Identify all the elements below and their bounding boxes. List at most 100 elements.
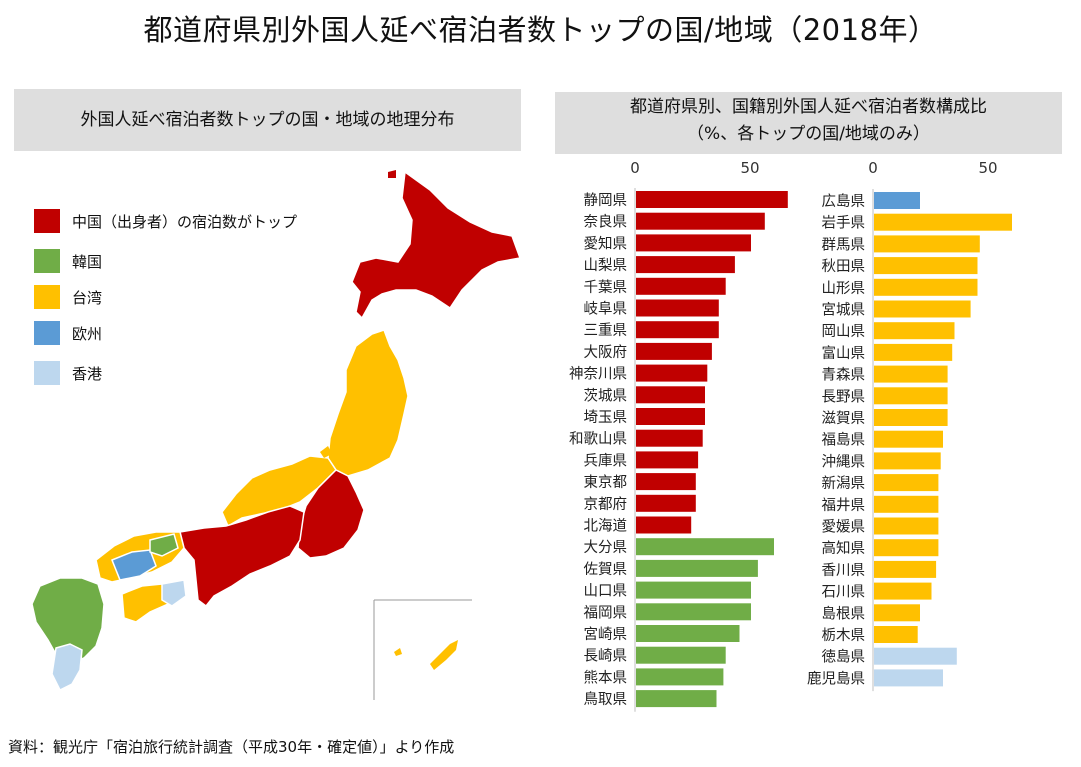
bar-label-静岡県: 静岡県 [584,192,628,209]
bar-label-北海道: 北海道 [584,518,628,535]
okinawa-inset-frame [373,599,472,700]
map-panel-heading: 外国人延べ宿泊者数トップの国・地域の地理分布 [14,89,521,151]
bar-label-香川県: 香川県 [822,562,866,579]
bar-label-大阪府: 大阪府 [584,344,628,361]
map-kinki [179,505,305,608]
bar-山形県 [874,278,978,296]
bar-label-京都府: 京都府 [584,496,628,513]
bar-福井県 [874,495,939,513]
bar-愛媛県 [874,517,939,535]
bar-label-沖縄県: 沖縄県 [822,453,866,470]
bar-label-鳥取県: 鳥取県 [584,691,628,708]
bar-群馬県 [874,235,980,253]
map-hiroshima [111,549,157,581]
bar-埼玉県 [636,408,705,425]
bar-山口県 [636,581,751,599]
bar-label-石川県: 石川県 [822,585,866,601]
map-hokkaido [351,170,522,320]
bar-熊本県 [636,668,724,686]
bar-label-福岡県: 福岡県 [584,604,628,621]
bar-label-高知県: 高知県 [822,540,866,557]
bar-宮城県 [874,300,971,318]
bar-高知県 [874,539,939,557]
bar-長崎県 [636,646,726,664]
bar-富山県 [874,343,953,361]
bar-石川県 [874,582,932,600]
bar-三重県 [636,321,719,339]
bar-label-青森県: 青森県 [822,367,866,384]
bar-label-長野県: 長野県 [822,388,866,405]
bar-和歌山県 [636,429,703,447]
bar-label-愛知県: 愛知県 [584,235,628,252]
source-note: 資料：観光庁「宿泊旅行統計調査（平成30年・確定値）」より作成 [8,738,455,756]
legend-item-hongkong: 香港 [34,360,102,386]
bar-静岡県 [636,191,788,208]
bar-label-福島県: 福島県 [822,432,866,449]
map-kyushu [31,577,105,665]
bar-青森県 [874,365,948,383]
bar-label-長崎県: 長崎県 [584,648,628,665]
bar-秋田県 [874,257,978,275]
bar-新潟県 [874,474,939,492]
bar-label-宮城県: 宮城県 [822,302,866,319]
bar-北海道 [636,516,692,534]
bar-label-秋田県: 秋田県 [822,258,866,275]
bar-panel-heading-line1: 都道府県別、国籍別外国人延べ宿泊者数構成比 [630,97,987,117]
chart1-tick-50: 50 [740,159,759,177]
bar-label-大分県: 大分県 [584,539,628,556]
bar-label-佐賀県: 佐賀県 [584,561,628,578]
legend-label-hongkong: 香港 [72,364,103,383]
bar-鹿児島県 [874,669,943,687]
bar-label-徳島県: 徳島県 [822,649,866,666]
bar-label-山口県: 山口県 [584,583,628,600]
bar-徳島県 [874,647,957,665]
bar-茨城県 [636,386,705,404]
bar-label-新潟県: 新潟県 [822,475,866,492]
bar-label-山形県: 山形県 [822,280,866,297]
bar-label-兵庫県: 兵庫県 [584,452,628,469]
bar-label-鹿児島県: 鹿児島県 [807,670,865,687]
bar-奈良県 [636,212,765,230]
bar-label-埼玉県: 埼玉県 [584,409,628,426]
bar-label-三重県: 三重県 [584,322,628,339]
bar-label-宮崎県: 宮崎県 [584,626,628,643]
bar-panel-heading-line2: （%、各トップの国/地域のみ） [687,124,930,144]
bar-label-岡山県: 岡山県 [822,323,866,340]
bar-大阪府 [636,342,712,360]
bar-鳥取県 [636,690,717,708]
bar-panel-heading: 都道府県別、国籍別外国人延べ宿泊者数構成比 （%、各トップの国/地域のみ） [555,92,1062,154]
bar-label-滋賀県: 滋賀県 [822,410,866,427]
chart1-tick-0: 0 [630,159,640,177]
map-sado [320,446,332,458]
map-okinawa [430,640,458,670]
bar-label-熊本県: 熊本県 [584,669,628,686]
legend-label-europe: 欧州 [72,324,103,343]
bar-山梨県 [636,256,735,274]
bar-沖縄県 [874,452,941,470]
legend-label-taiwan: 台湾 [72,288,103,307]
chart2-tick-50: 50 [978,159,997,177]
bar-岐阜県 [636,299,719,317]
bar-栃木県 [874,626,918,643]
bar-label-和歌山県: 和歌山県 [569,431,627,448]
legend-item-china: 中国（出身者）の宿泊数がトップ [34,208,297,234]
bar-label-山梨県: 山梨県 [584,257,628,274]
bar-岩手県 [874,213,1012,231]
map-kanto [297,469,365,559]
map-tottori [149,533,179,557]
bar-label-島根県: 島根県 [822,605,866,622]
bar-label-岩手県: 岩手県 [822,215,866,232]
legend-item-europe: 欧州 [34,320,102,346]
map-okinawa-islet [394,648,402,656]
bar-滋賀県 [874,409,948,426]
bar-宮崎県 [636,625,740,642]
bar-label-神奈川県: 神奈川県 [569,366,627,383]
bar-東京都 [636,473,696,491]
bar-千葉県 [636,277,726,295]
bar-label-茨城県: 茨城県 [584,387,628,404]
chart2-tick-0: 0 [868,159,878,177]
bar-福岡県 [636,603,751,621]
legend-label-china: 中国（出身者）の宿泊数がトップ [72,212,298,231]
legend-swatch-china [34,209,60,233]
